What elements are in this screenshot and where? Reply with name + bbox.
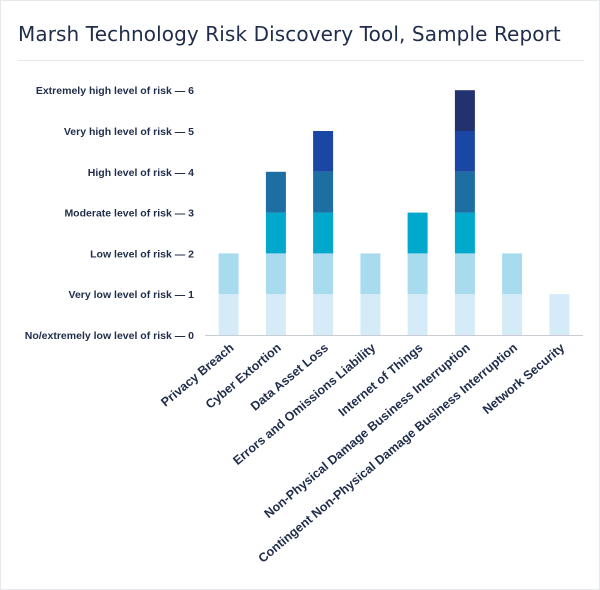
- bar-segment: [407, 212, 428, 254]
- bar-segment: [313, 253, 334, 295]
- bar-segment: [454, 212, 475, 254]
- bar-segment: [218, 294, 239, 335]
- bar-segment: [218, 253, 239, 295]
- title-divider: [18, 60, 584, 61]
- x-tick-label: Internet of Things: [336, 341, 426, 420]
- bar-segment: [502, 253, 523, 295]
- bar-segment: [454, 171, 475, 213]
- bar-segment: [454, 131, 475, 172]
- page-title: Marsh Technology Risk Discovery Tool, Sa…: [18, 22, 561, 46]
- y-tick-label: No/extremely low level of risk — 0: [25, 330, 194, 342]
- x-tick-label: Network Security: [480, 341, 567, 417]
- bar-segment: [502, 294, 523, 335]
- y-tick-label: Extremely high level of risk — 6: [36, 85, 194, 97]
- bar-segment: [454, 90, 475, 131]
- bar-segment: [265, 171, 286, 213]
- bar-segment: [313, 212, 334, 254]
- bar-segment: [265, 212, 286, 254]
- bar-segment: [454, 294, 475, 335]
- bar-segment: [407, 253, 428, 295]
- bar-segment: [407, 294, 428, 335]
- y-tick-label: High level of risk — 4: [88, 167, 194, 179]
- bar-segment: [313, 131, 334, 172]
- y-axis: No/extremely low level of risk — 0 Very l…: [25, 85, 583, 342]
- bar-segment: [549, 294, 570, 335]
- y-tick-label: Moderate level of risk — 3: [64, 208, 194, 220]
- y-tick-label: Very high level of risk — 5: [64, 126, 194, 138]
- bar-segment: [265, 253, 286, 295]
- y-tick-label: Very low level of risk — 1: [69, 289, 195, 301]
- bar-segment: [360, 253, 381, 295]
- y-tick-label: Low level of risk — 2: [90, 248, 194, 260]
- bar-segment: [454, 253, 475, 295]
- bar-segment: [313, 294, 334, 335]
- bar-series: [218, 90, 570, 335]
- bar-segment: [313, 171, 334, 213]
- bar-segment: [360, 294, 381, 335]
- bar-segment: [265, 294, 286, 335]
